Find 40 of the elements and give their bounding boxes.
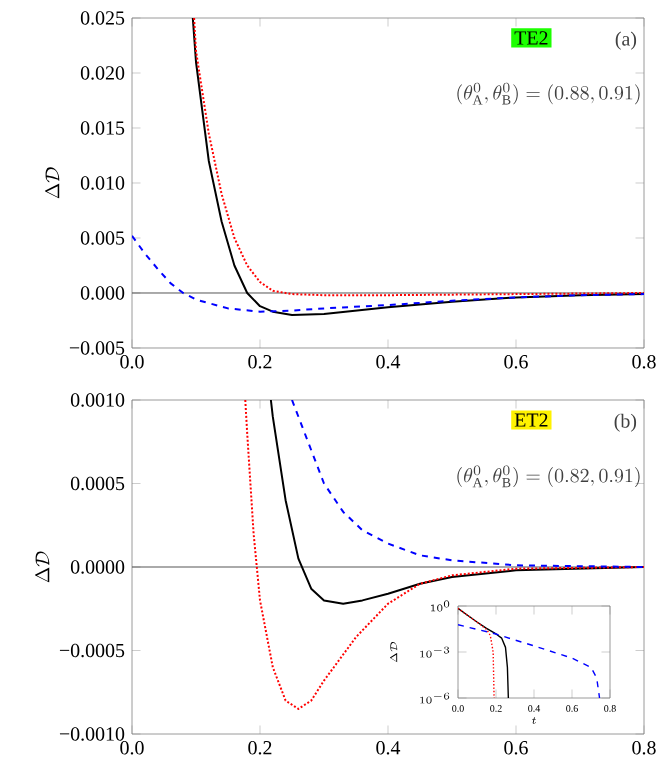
y-tick-label: $10^{-3}$	[420, 646, 450, 658]
x-tick-label: 0.2	[248, 741, 272, 755]
annotation: $(\theta^{0}_{\mathrm{A}},\theta^{0}_{\mathrm{B}})=(0.82,0.91)$	[457, 465, 640, 488]
y-tick-label: 0.005	[80, 231, 125, 245]
y-tick-label: −0.0005	[59, 643, 125, 658]
y-tick-label: 0.000	[80, 286, 125, 300]
x-axis-title: $t$	[532, 717, 536, 724]
annotation: TE2	[514, 31, 548, 45]
y-tick-label: 0.020	[80, 66, 125, 80]
y-tick-label: 0.010	[80, 176, 125, 190]
y-tick-label: 0.0000	[70, 560, 125, 574]
x-tick-label: 0.6	[504, 741, 528, 755]
line-series	[291, 400, 644, 568]
y-tick-label: 0.0005	[70, 476, 125, 491]
x-tick-label: 0.4	[376, 355, 401, 369]
x-tick-label: 0.2	[248, 355, 272, 369]
line-series	[244, 400, 644, 710]
annotation: (b)	[614, 413, 637, 432]
y-tick-label: $10^{-6}$	[420, 692, 450, 704]
y-tick-label: −0.005	[69, 341, 125, 355]
x-tick-label: 0.8	[632, 741, 656, 755]
y-tick-label: $10^{0}$	[431, 600, 450, 612]
x-tick-label: 0.6	[504, 355, 528, 369]
x-tick-label: 0.0	[120, 355, 144, 369]
y-tick-label: −0.0010	[59, 727, 125, 741]
y-tick-label: 0.025	[80, 11, 125, 25]
x-tick-label: 0.8	[632, 355, 656, 369]
y-tick-label: 0.015	[80, 121, 125, 135]
annotation: (a)	[615, 31, 637, 50]
line-series	[132, 234, 644, 313]
y-axis-title: $\Delta\mathcal{D}$	[390, 641, 398, 663]
x-tick-label: 0.4	[376, 741, 401, 755]
annotation: ET2	[514, 413, 548, 427]
y-axis-title: $\Delta\mathcal{D}$	[34, 551, 50, 583]
annotation: $(\theta^{0}_{\mathrm{A}},\theta^{0}_{\mathrm{B}})=(0.88,0.91)$	[457, 82, 640, 105]
y-tick-label: 0.0010	[70, 393, 125, 407]
line-series	[458, 607, 495, 698]
y-axis-title: $\Delta\mathcal{D}$	[44, 167, 60, 199]
x-tick-label: 0.0	[120, 741, 144, 755]
line-series	[458, 607, 510, 698]
